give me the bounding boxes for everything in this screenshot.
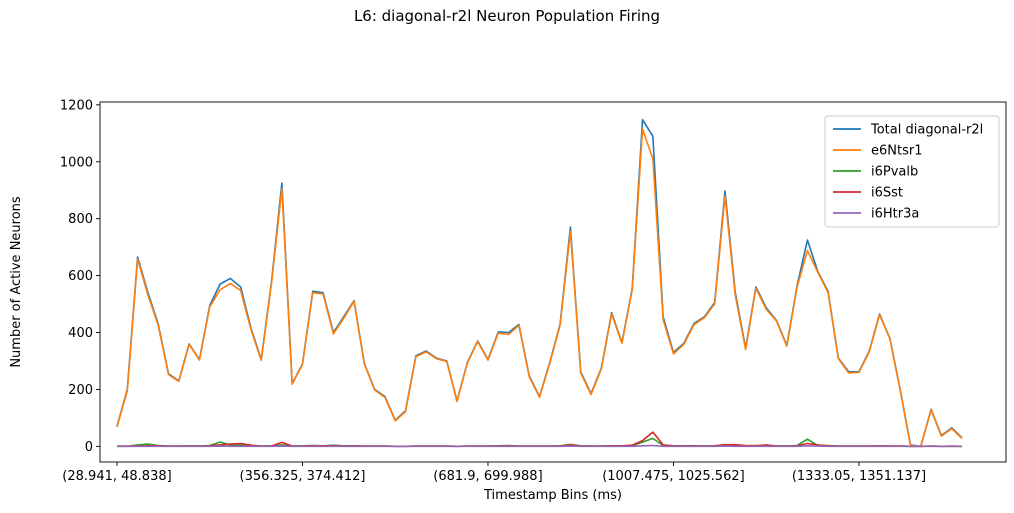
x-tick-label: (1007.475, 1025.562] <box>602 469 744 484</box>
series-line-2 <box>116 128 963 448</box>
series-lines <box>116 118 963 448</box>
x-tick-label: (681.9, 699.988] <box>433 469 542 484</box>
legend-label: i6Htr3a <box>871 207 919 222</box>
axes-frame <box>99 101 1007 463</box>
legend-box <box>824 115 1000 228</box>
chart-title: L6: diagonal-r2l Neuron Population Firin… <box>353 7 661 25</box>
x-tick-label: (356.325, 374.412] <box>240 469 366 484</box>
y-tick-label: 600 <box>68 269 93 284</box>
legend-label: Total diagonal-r2l <box>870 123 983 138</box>
y-axis-label: Number of Active Neurons <box>9 196 24 368</box>
legend-label: i6Sst <box>871 186 903 201</box>
y-tick-label: 0 <box>85 440 93 455</box>
y-axis: 0 200 400 600 800 1000 1200 <box>60 98 100 455</box>
series-line-4 <box>117 431 963 448</box>
y-tick-label: 200 <box>68 383 93 398</box>
x-tick-label: (1333.05, 1351.137] <box>792 469 926 484</box>
y-tick-label: 400 <box>68 326 93 341</box>
y-tick-label: 1200 <box>60 98 93 113</box>
legend-label: e6Ntsr1 <box>871 144 922 159</box>
legend-label: i6Pvalb <box>871 165 918 180</box>
series-line-3 <box>117 437 962 448</box>
plot-frame <box>99 101 1007 463</box>
x-axis-label: Timestamp Bins (ms) <box>483 488 622 503</box>
series-line-5 <box>117 444 962 448</box>
x-tick-label: (28.941, 48.838] <box>62 469 171 484</box>
x-axis: (28.941, 48.838] (356.325, 374.412] (681.9… <box>62 462 926 484</box>
y-tick-label: 1000 <box>60 155 93 170</box>
y-tick-label: 800 <box>68 212 93 227</box>
legend: Total diagonal-r2l e6Ntsr1 i6Pvalb i6Sst i6H… <box>824 115 1000 228</box>
